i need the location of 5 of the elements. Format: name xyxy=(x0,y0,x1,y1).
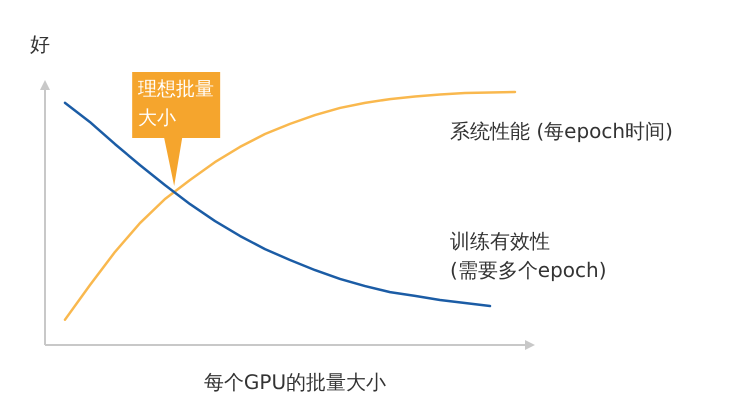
y-axis-title: 好 xyxy=(30,31,50,58)
x-axis-title: 每个GPU的批量大小 xyxy=(202,369,388,396)
series-label: 训练有效性 (需要多个epoch) xyxy=(450,228,608,284)
series-label: 系统性能 (每epoch时间) xyxy=(450,118,674,145)
annotation: 理想批量大小 xyxy=(138,77,216,130)
